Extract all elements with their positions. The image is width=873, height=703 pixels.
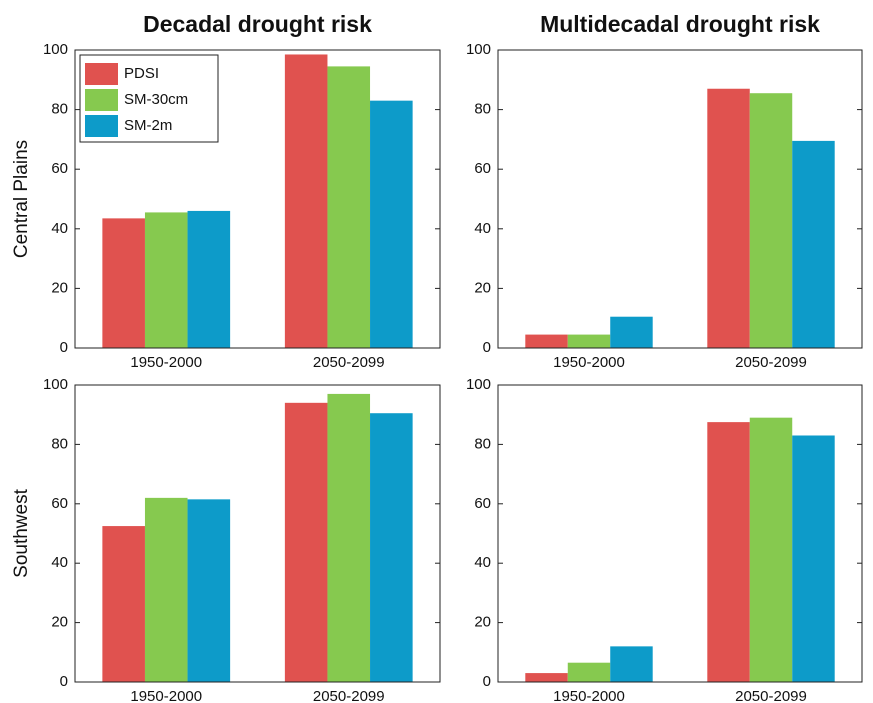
bar	[707, 422, 750, 682]
panel-title: Multidecadal drought risk	[540, 11, 820, 37]
y-tick-label: 20	[51, 614, 68, 631]
bar	[792, 435, 835, 682]
x-tick-label: 1950-2000	[130, 688, 202, 703]
bar	[187, 210, 231, 348]
bar	[327, 66, 371, 348]
y-tick-label: 0	[483, 339, 491, 356]
axes-box	[74, 49, 441, 349]
bar	[749, 93, 793, 349]
y-tick-label: 20	[474, 614, 491, 631]
panel: 1950-2000 2050-2099 0 20 40 60 80 100 Decadal dr…	[11, 11, 441, 371]
x-tick-label: 1950-2000	[130, 354, 202, 371]
y-tick-label: 40	[51, 554, 68, 571]
y-tick-label: 80	[474, 101, 491, 118]
y-tick-label: 60	[51, 495, 68, 512]
bar	[525, 673, 568, 682]
bar	[567, 334, 611, 348]
y-tick-label: 0	[60, 339, 68, 356]
y-axis-label: Central Plains	[11, 140, 32, 258]
bar	[610, 316, 653, 348]
bar	[102, 526, 145, 682]
axes-box	[497, 49, 863, 349]
legend-swatch	[85, 89, 118, 111]
bar	[749, 417, 793, 682]
panel: 1950-2000 2050-2099 0 20 40 60 80 100	[466, 376, 863, 703]
bar	[370, 413, 413, 682]
legend: PDSI SM-30cm SM-2m	[79, 54, 219, 143]
y-tick-label: 100	[43, 376, 68, 393]
y-tick-label: 0	[483, 673, 491, 690]
bar	[144, 497, 188, 682]
y-tick-label: 100	[43, 41, 68, 58]
y-tick-label: 40	[474, 554, 491, 571]
bar	[792, 140, 835, 348]
bar	[525, 334, 568, 348]
bar	[284, 54, 328, 348]
bar	[327, 393, 371, 682]
y-tick-label: 60	[474, 495, 491, 512]
legend-swatch	[85, 115, 118, 137]
y-tick-label: 80	[474, 435, 491, 452]
x-tick-label: 2050-2099	[313, 688, 385, 703]
x-tick-label: 1950-2000	[553, 688, 625, 703]
y-tick-label: 100	[466, 376, 491, 393]
bar	[370, 100, 413, 348]
y-tick-label: 100	[466, 41, 491, 58]
y-tick-label: 20	[474, 279, 491, 296]
x-tick-label: 1950-2000	[553, 354, 625, 371]
legend-label: SM-30cm	[124, 91, 188, 108]
panel: 1950-2000 2050-2099 0 20 40 60 80 100 Multidecad…	[466, 11, 863, 371]
axes-box	[497, 384, 863, 683]
axes-box	[74, 384, 441, 683]
panel: 1950-2000 2050-2099 0 20 40 60 80 100 Southwest	[11, 376, 441, 703]
y-tick-label: 80	[51, 101, 68, 118]
x-tick-label: 2050-2099	[313, 354, 385, 371]
y-tick-label: 40	[51, 220, 68, 237]
y-tick-label: 60	[474, 160, 491, 177]
x-tick-label: 2050-2099	[735, 688, 807, 703]
x-tick-label: 2050-2099	[735, 354, 807, 371]
bar	[144, 212, 188, 348]
legend-label: PDSI	[124, 65, 159, 82]
bar	[610, 646, 653, 682]
bar	[567, 662, 611, 682]
legend-swatch	[85, 63, 118, 85]
bar	[284, 402, 328, 682]
y-tick-label: 40	[474, 220, 491, 237]
legend-label: SM-2m	[124, 117, 172, 134]
y-tick-label: 20	[51, 279, 68, 296]
bar	[707, 88, 750, 349]
y-tick-label: 0	[60, 673, 68, 690]
y-tick-label: 60	[51, 160, 68, 177]
y-axis-label: Southwest	[11, 488, 32, 577]
y-tick-label: 80	[51, 435, 68, 452]
panel-title: Decadal drought risk	[143, 11, 372, 37]
bar	[102, 218, 145, 348]
bar	[187, 499, 231, 682]
